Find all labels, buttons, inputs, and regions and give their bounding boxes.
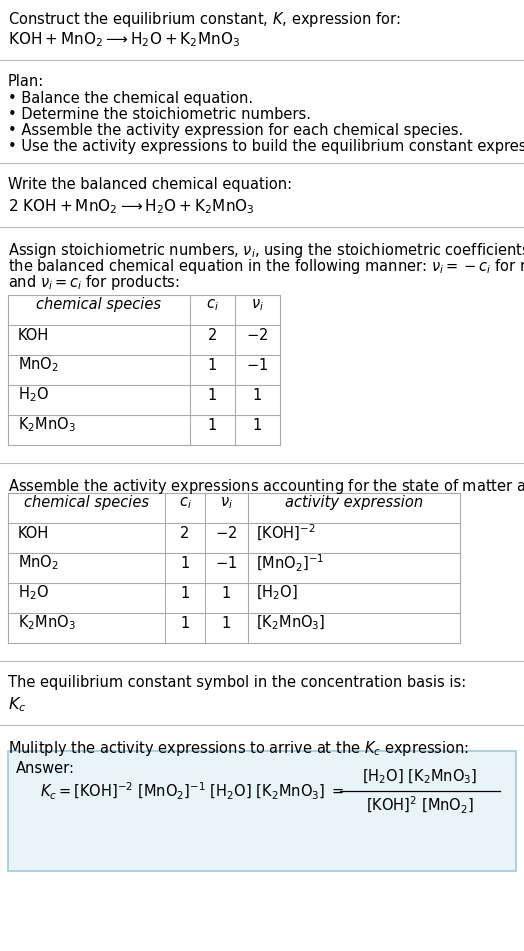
Text: 1: 1: [180, 586, 190, 600]
Text: $\mathrm{K_2MnO_3}$: $\mathrm{K_2MnO_3}$: [18, 416, 76, 435]
Text: 2: 2: [208, 327, 217, 342]
Text: $\mathrm{KOH + MnO_2 \longrightarrow H_2O + K_2MnO_3}$: $\mathrm{KOH + MnO_2 \longrightarrow H_2…: [8, 30, 240, 49]
Text: Mulitply the activity expressions to arrive at the $K_c$ expression:: Mulitply the activity expressions to arr…: [8, 739, 469, 758]
Text: $[\mathrm{KOH}]^2\ [\mathrm{MnO_2}]$: $[\mathrm{KOH}]^2\ [\mathrm{MnO_2}]$: [366, 794, 474, 816]
Text: $\mathrm{2\ KOH + MnO_2 \longrightarrow H_2O + K_2MnO_3}$: $\mathrm{2\ KOH + MnO_2 \longrightarrow …: [8, 197, 255, 216]
Text: chemical species: chemical species: [37, 298, 161, 313]
Text: $c_i$: $c_i$: [206, 297, 219, 313]
Text: 1: 1: [222, 615, 231, 631]
Text: $-1$: $-1$: [215, 555, 237, 571]
Text: Assemble the activity expressions accounting for the state of matter and $\nu_i$: Assemble the activity expressions accoun…: [8, 477, 524, 496]
Text: $c_i$: $c_i$: [179, 495, 191, 511]
Text: Answer:: Answer:: [16, 761, 75, 776]
Text: $[\mathrm{K_2MnO_3}]$: $[\mathrm{K_2MnO_3}]$: [256, 613, 325, 632]
Text: KOH: KOH: [18, 526, 49, 540]
Text: $\nu_i$: $\nu_i$: [251, 297, 264, 313]
Text: chemical species: chemical species: [24, 495, 149, 511]
Text: 1: 1: [180, 555, 190, 571]
Text: $[\mathrm{MnO_2}]^{-1}$: $[\mathrm{MnO_2}]^{-1}$: [256, 553, 324, 573]
Text: • Determine the stoichiometric numbers.: • Determine the stoichiometric numbers.: [8, 107, 311, 122]
Text: $-1$: $-1$: [246, 357, 269, 373]
Text: The equilibrium constant symbol in the concentration basis is:: The equilibrium constant symbol in the c…: [8, 675, 466, 690]
Text: Assign stoichiometric numbers, $\nu_i$, using the stoichiometric coefficients, $: Assign stoichiometric numbers, $\nu_i$, …: [8, 241, 524, 260]
Text: KOH: KOH: [18, 327, 49, 342]
Text: 1: 1: [208, 387, 217, 402]
Text: • Balance the chemical equation.: • Balance the chemical equation.: [8, 91, 253, 106]
Text: $K_c$: $K_c$: [8, 695, 26, 713]
Text: 1: 1: [253, 387, 262, 402]
Text: Write the balanced chemical equation:: Write the balanced chemical equation:: [8, 177, 292, 192]
Text: and $\nu_i = c_i$ for products:: and $\nu_i = c_i$ for products:: [8, 273, 180, 292]
Text: $\mathrm{H_2O}$: $\mathrm{H_2O}$: [18, 386, 49, 404]
Bar: [8, 751, 516, 871]
Text: Construct the equilibrium constant, $K$, expression for:: Construct the equilibrium constant, $K$,…: [8, 10, 401, 29]
Text: $\mathrm{MnO_2}$: $\mathrm{MnO_2}$: [18, 356, 59, 375]
Text: 1: 1: [253, 417, 262, 433]
Text: Plan:: Plan:: [8, 74, 44, 89]
Text: $[\mathrm{KOH}]^{-2}$: $[\mathrm{KOH}]^{-2}$: [256, 523, 315, 543]
Text: • Use the activity expressions to build the equilibrium constant expression.: • Use the activity expressions to build …: [8, 139, 524, 154]
Text: $\mathrm{H_2O}$: $\mathrm{H_2O}$: [18, 584, 49, 602]
Text: the balanced chemical equation in the following manner: $\nu_i = -c_i$ for react: the balanced chemical equation in the fo…: [8, 257, 524, 276]
Text: 1: 1: [222, 586, 231, 600]
Text: 2: 2: [180, 526, 190, 540]
Text: $[\mathrm{H_2O}]$: $[\mathrm{H_2O}]$: [256, 584, 298, 602]
Text: $\mathrm{MnO_2}$: $\mathrm{MnO_2}$: [18, 553, 59, 573]
Text: $-2$: $-2$: [246, 327, 269, 343]
Text: $[\mathrm{H_2O}]\ [\mathrm{K_2MnO_3}]$: $[\mathrm{H_2O}]\ [\mathrm{K_2MnO_3}]$: [363, 767, 477, 786]
Text: $-2$: $-2$: [215, 525, 237, 541]
Text: $K_c = [\mathrm{KOH}]^{-2}\ [\mathrm{MnO_2}]^{-1}\ [\mathrm{H_2O}]\ [\mathrm{K_2: $K_c = [\mathrm{KOH}]^{-2}\ [\mathrm{MnO…: [40, 781, 345, 802]
Text: $\mathrm{K_2MnO_3}$: $\mathrm{K_2MnO_3}$: [18, 613, 76, 632]
Text: • Assemble the activity expression for each chemical species.: • Assemble the activity expression for e…: [8, 123, 463, 138]
Text: $\nu_i$: $\nu_i$: [220, 495, 233, 511]
Text: 1: 1: [208, 417, 217, 433]
Text: 1: 1: [208, 358, 217, 373]
Text: 1: 1: [180, 615, 190, 631]
Text: activity expression: activity expression: [285, 495, 423, 511]
